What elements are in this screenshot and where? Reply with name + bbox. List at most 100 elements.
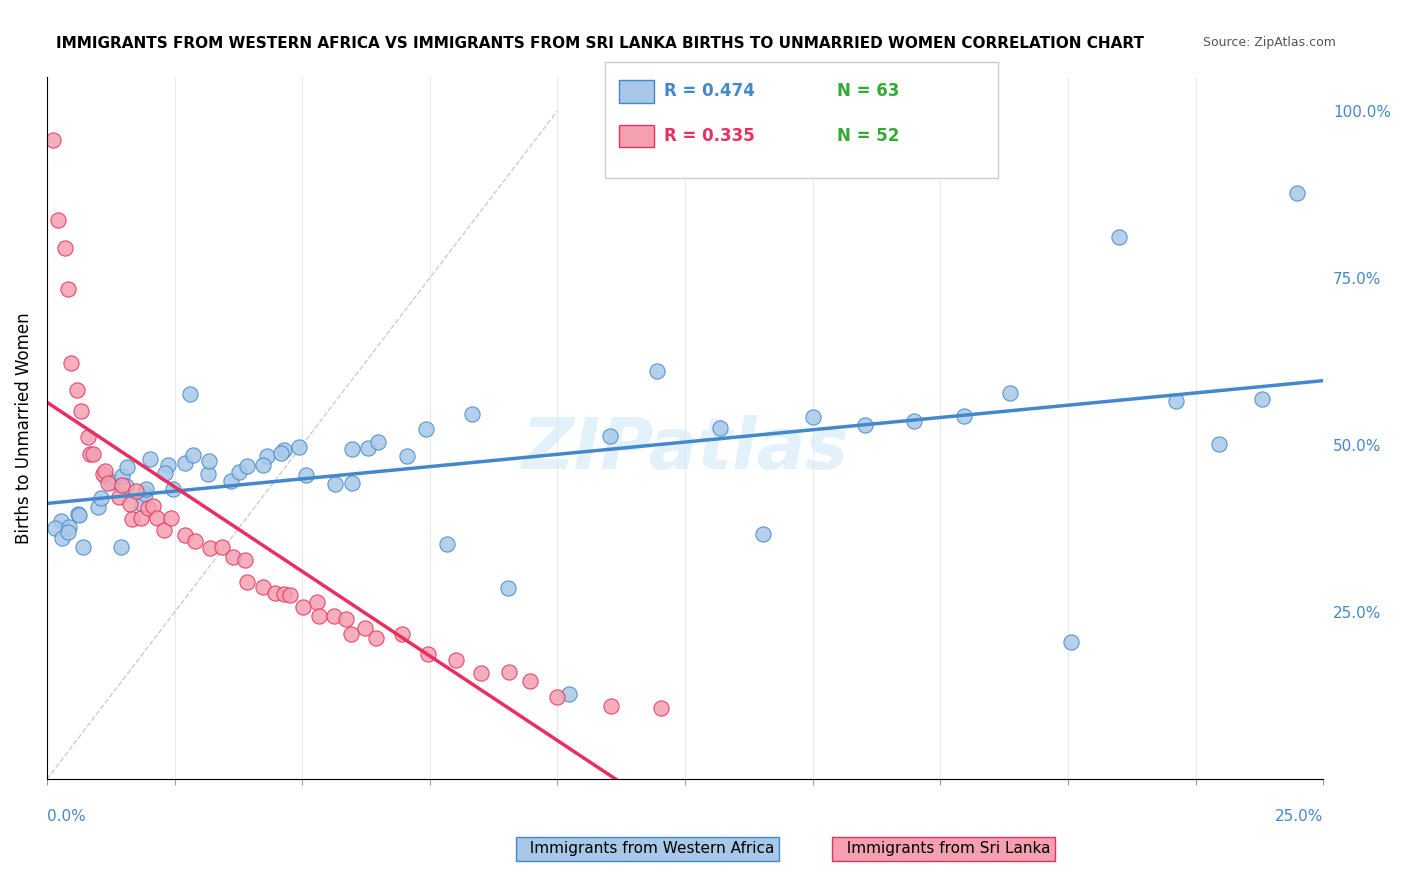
Point [252, 580, 274, 594]
Point [263, 586, 285, 600]
Point [273, 442, 295, 457]
Point [197, 467, 219, 481]
Point [117, 459, 139, 474]
Point [292, 600, 315, 615]
Point [198, 541, 221, 555]
Point [94, 468, 117, 483]
Point [162, 482, 184, 496]
Point [645, 364, 668, 378]
Point [181, 448, 204, 462]
Point [66, 507, 89, 521]
Point [256, 449, 278, 463]
Point [252, 458, 274, 473]
Point [49, 514, 72, 528]
Point [67, 508, 90, 523]
Point [136, 500, 159, 515]
Point [273, 587, 295, 601]
Point [546, 690, 568, 705]
Text: N = 63: N = 63 [837, 82, 898, 100]
Point [79, 447, 101, 461]
Text: Source: ZipAtlas.com: Source: ZipAtlas.com [1202, 36, 1336, 49]
Point [470, 665, 492, 680]
Point [278, 588, 301, 602]
Point [142, 499, 165, 513]
Point [340, 626, 363, 640]
Point [357, 441, 380, 455]
Text: ZIPatlas: ZIPatlas [522, 415, 849, 483]
Point [354, 621, 377, 635]
Point [179, 386, 201, 401]
Point [233, 553, 256, 567]
Point [391, 627, 413, 641]
Point [125, 484, 148, 499]
Point [444, 653, 467, 667]
Text: Immigrants from Sri Lanka: Immigrants from Sri Lanka [837, 841, 1050, 856]
Point [44, 521, 66, 535]
Point [558, 687, 581, 701]
Point [460, 407, 482, 421]
Point [367, 434, 389, 449]
Point [1208, 437, 1230, 451]
Point [270, 445, 292, 459]
Point [82, 446, 104, 460]
Point [288, 441, 311, 455]
Point [101, 475, 124, 489]
Text: 25.0%: 25.0% [1275, 809, 1323, 824]
Point [111, 469, 134, 483]
Point [953, 409, 976, 423]
Point [222, 549, 245, 564]
Point [650, 700, 672, 714]
Point [156, 458, 179, 472]
Point [111, 477, 134, 491]
Point [998, 386, 1021, 401]
Point [159, 511, 181, 525]
Point [53, 241, 76, 255]
Point [599, 429, 621, 443]
Point [87, 500, 110, 515]
Point [335, 611, 357, 625]
Point [46, 213, 69, 227]
Point [219, 474, 242, 488]
Text: N = 52: N = 52 [837, 127, 898, 145]
Point [65, 383, 87, 397]
Point [416, 647, 439, 661]
Point [752, 526, 775, 541]
Point [436, 537, 458, 551]
Point [139, 452, 162, 467]
Point [853, 417, 876, 432]
Point [58, 519, 80, 533]
Point [173, 528, 195, 542]
Point [152, 523, 174, 537]
Text: R = 0.335: R = 0.335 [664, 127, 755, 145]
Point [108, 490, 131, 504]
Text: R = 0.474: R = 0.474 [664, 82, 755, 100]
Point [110, 540, 132, 554]
Point [56, 282, 79, 296]
Point [134, 487, 156, 501]
Point [153, 466, 176, 480]
Point [70, 404, 93, 418]
Point [323, 477, 346, 491]
Point [415, 422, 437, 436]
Point [323, 609, 346, 624]
Point [131, 497, 153, 511]
Point [903, 414, 925, 428]
Point [77, 430, 100, 444]
Text: IMMIGRANTS FROM WESTERN AFRICA VS IMMIGRANTS FROM SRI LANKA BIRTHS TO UNMARRIED : IMMIGRANTS FROM WESTERN AFRICA VS IMMIGR… [56, 36, 1144, 51]
Point [236, 458, 259, 473]
Point [146, 510, 169, 524]
Y-axis label: Births to Unmarried Women: Births to Unmarried Women [15, 312, 32, 544]
Point [340, 442, 363, 457]
Point [90, 491, 112, 505]
Point [308, 609, 330, 624]
Point [72, 540, 94, 554]
Point [91, 467, 114, 481]
Point [1286, 186, 1309, 200]
Point [364, 631, 387, 645]
Point [1251, 392, 1274, 406]
Point [118, 497, 141, 511]
Point [129, 511, 152, 525]
Point [173, 456, 195, 470]
Point [184, 533, 207, 548]
Point [51, 531, 73, 545]
